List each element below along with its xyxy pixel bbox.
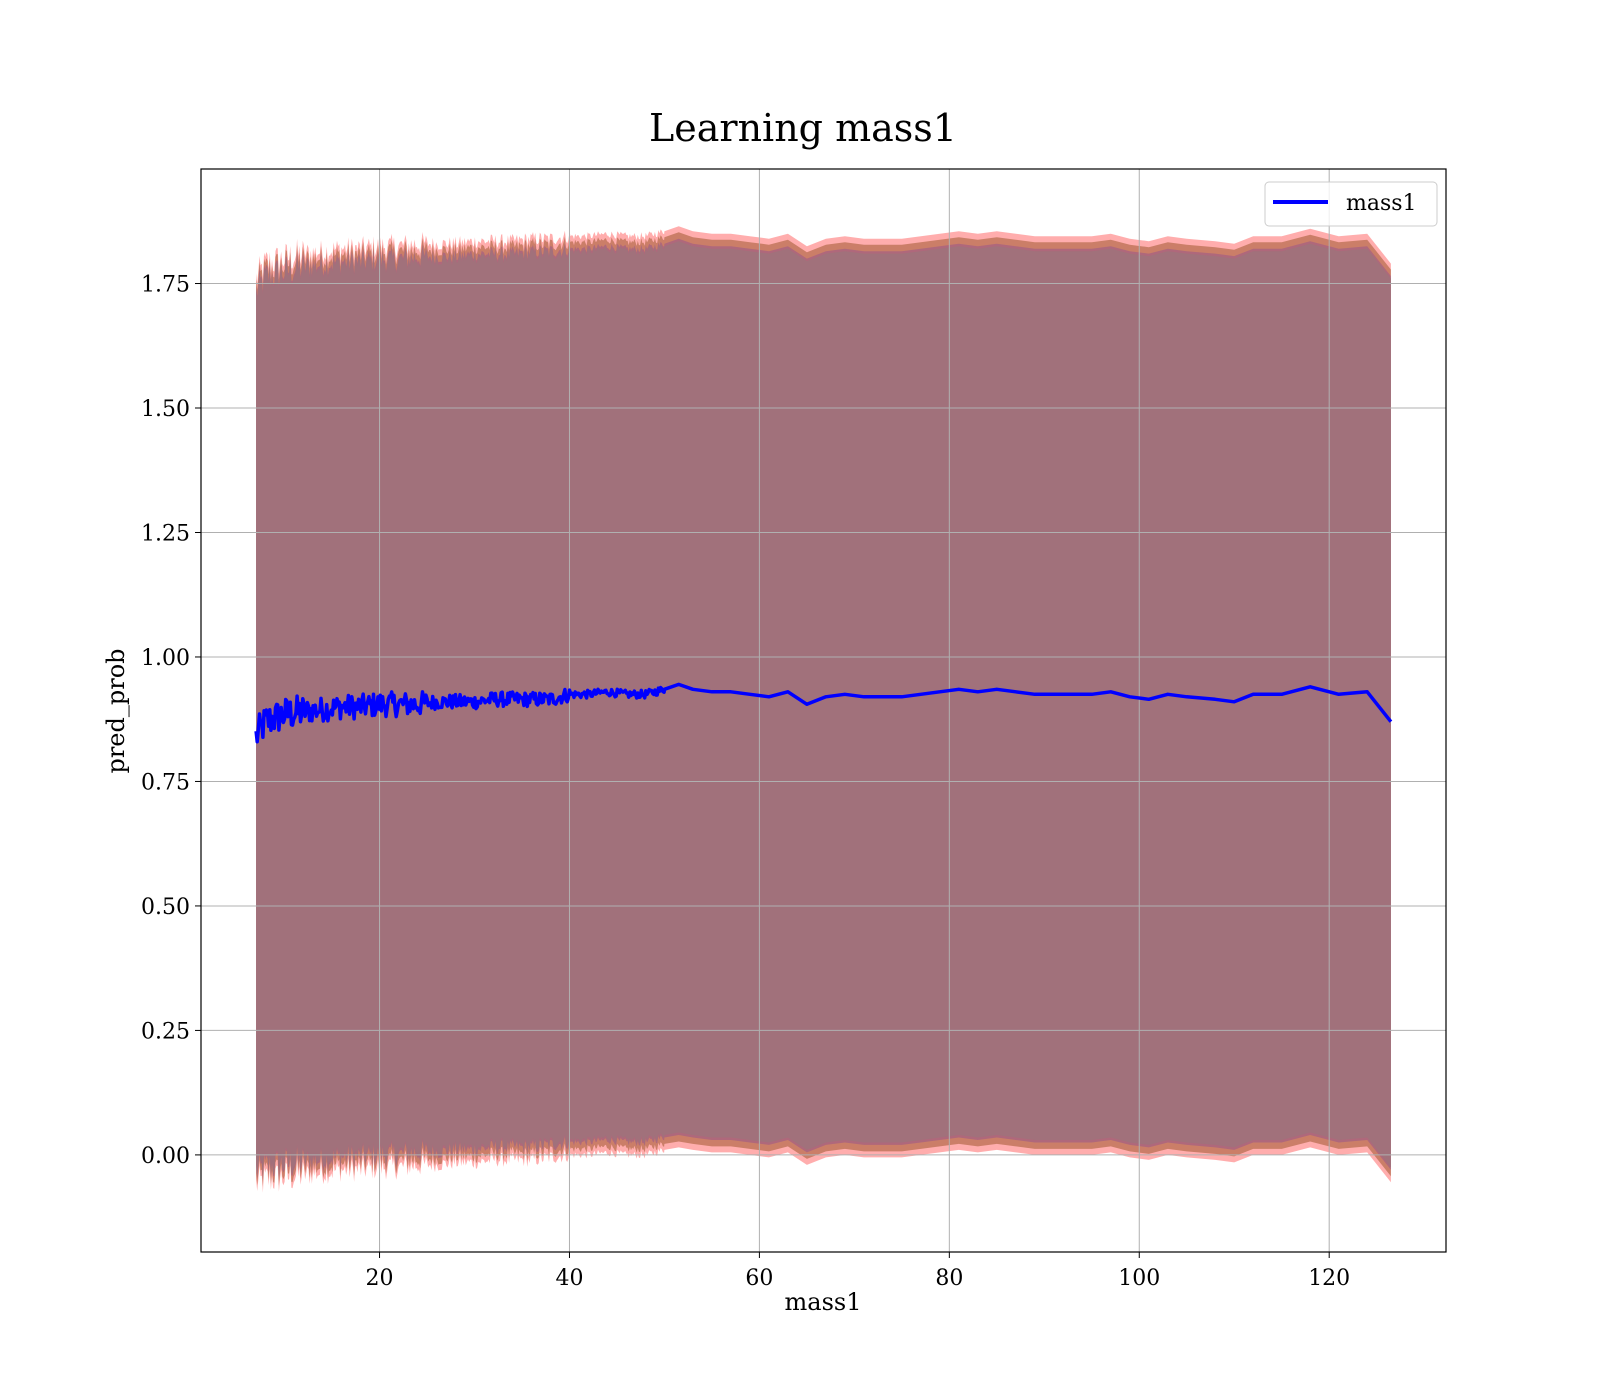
- x-tick-label-4: 100: [1118, 1266, 1160, 1291]
- x-tick-label-0: 20: [366, 1266, 394, 1291]
- y-tick-label-2: 0.50: [141, 895, 190, 920]
- plot-frame: [200, 168, 1447, 1253]
- y-tick-label-5: 1.25: [141, 521, 190, 546]
- y-tick-label-1: 0.25: [141, 1019, 190, 1044]
- x-axis-label: mass1: [785, 1288, 862, 1316]
- grid-lines: [201, 169, 1446, 1252]
- legend-entry-mass1: mass1: [1346, 191, 1417, 216]
- x-tick-label-5: 120: [1308, 1266, 1350, 1291]
- confidence-bands: [256, 226, 1391, 1193]
- y-tick-label-4: 1.00: [141, 646, 190, 671]
- y-tick-label-6: 1.50: [141, 397, 190, 422]
- series-mass1: [254, 682, 1393, 744]
- y-tick-label-3: 0.75: [141, 770, 190, 795]
- band-main: [256, 241, 1391, 1178]
- legend: mass1: [1264, 181, 1438, 227]
- y-tick-label-0: 0.00: [141, 1144, 190, 1169]
- legend-frame: [1264, 181, 1438, 227]
- y-tick-label-7: 1.75: [141, 273, 190, 298]
- chart-title: Learning mass1: [649, 106, 957, 150]
- x-tick-label-1: 40: [555, 1266, 583, 1291]
- x-tick-label-2: 60: [745, 1266, 773, 1291]
- series-line-mass1: [254, 682, 1393, 744]
- x-tick-label-3: 80: [935, 1266, 963, 1291]
- axes: 20 40 60 80 100 120 0.00 0.25 0.50 0.75 1.00 1.25 1.…: [141, 273, 1350, 1291]
- y-axis-label: pred_prob: [102, 648, 130, 773]
- plot-area: 20 40 60 80 100 120 0.00 0.25 0.50 0.75 1.00 1.25 1.…: [141, 168, 1447, 1291]
